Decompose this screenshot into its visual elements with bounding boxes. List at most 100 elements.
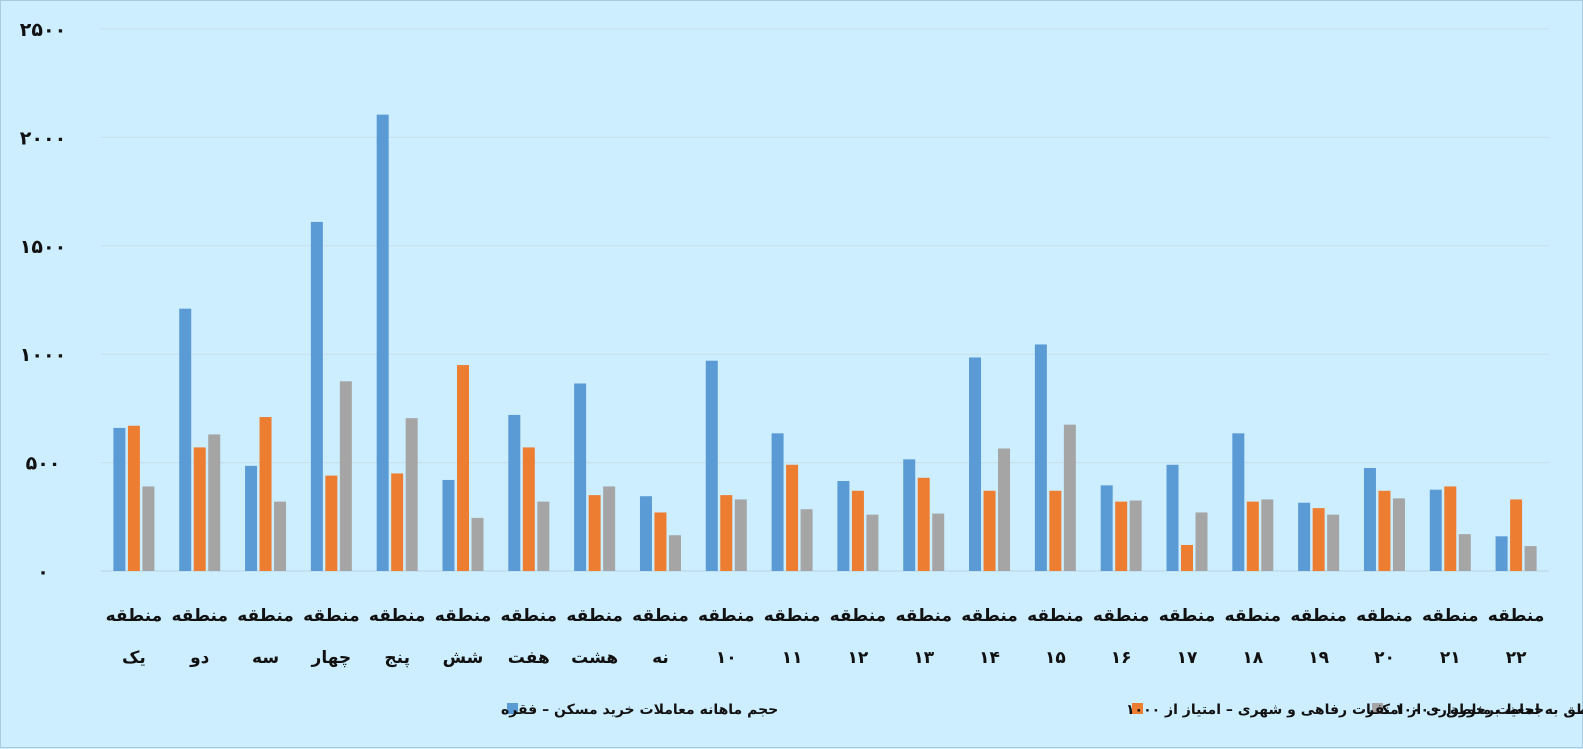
bar: [705, 360, 718, 571]
bar: [522, 447, 535, 571]
x-tick-label: منطقه: [501, 606, 558, 626]
bar: [113, 427, 126, 571]
bar: [1063, 424, 1076, 571]
x-tick-label: منطقه: [961, 606, 1018, 626]
y-tick-label: ۰: [37, 561, 49, 583]
x-tick-label: منطقه: [1093, 606, 1150, 626]
bar: [866, 514, 879, 571]
bar: [720, 495, 733, 571]
x-tick-label: هشت: [571, 648, 618, 668]
y-tick-label: ۵۰۰: [26, 453, 61, 475]
legend-swatch: [1132, 703, 1143, 714]
x-tick-label: منطقه: [1225, 606, 1282, 626]
bar: [405, 418, 418, 571]
x-tick-label: شش: [443, 648, 484, 668]
x-tick-label: منطقه: [830, 606, 887, 626]
bar: [771, 433, 784, 571]
x-tick-label: منطقه: [1159, 606, 1216, 626]
bar: [1298, 502, 1311, 571]
x-tick-label: منطقه: [1422, 606, 1479, 626]
bar: [193, 447, 206, 571]
x-tick-label: منطقه: [303, 606, 360, 626]
bar: [1363, 468, 1376, 571]
legend-swatch: [507, 703, 518, 714]
x-tick-label: ۱۶: [1111, 648, 1132, 668]
bar: [1181, 544, 1193, 571]
bar: [1115, 501, 1128, 571]
bar: [274, 501, 287, 571]
bar: [1378, 490, 1391, 571]
x-tick-label: منطقه: [698, 606, 755, 626]
x-tick-label: منطقه: [106, 606, 163, 626]
bar: [639, 496, 652, 571]
x-tick-label: ۱۷: [1177, 648, 1198, 668]
bar: [1444, 486, 1457, 571]
x-tick-label: ۱۵: [1045, 648, 1066, 668]
bar: [1232, 433, 1245, 571]
bar: [1510, 499, 1523, 571]
bar: [1261, 499, 1274, 571]
x-tick-label: منطقه: [171, 606, 228, 626]
y-tick-label: ۲۵۰۰: [20, 19, 66, 41]
bar: [1312, 508, 1325, 571]
x-tick-label: هفت: [508, 648, 550, 668]
bar: [310, 221, 323, 571]
bar: [574, 383, 587, 571]
bar: [1034, 344, 1047, 571]
bar: [603, 486, 616, 571]
bar: [837, 481, 850, 571]
legend-label: حجم ماهانه معاملات خرید مسکن – فقره: [501, 702, 778, 718]
bar: [179, 308, 192, 571]
bar: [1392, 498, 1405, 571]
x-tick-label: یک: [122, 648, 146, 668]
x-tick-label: منطقه: [1488, 606, 1545, 626]
bar: [1327, 514, 1340, 571]
bar: [142, 486, 155, 571]
x-tick-label: منطقه: [632, 606, 689, 626]
bar: [127, 425, 140, 571]
bar: [932, 513, 945, 571]
bar: [1495, 536, 1508, 571]
bar: [983, 490, 996, 571]
x-tick-label: ۲۰: [1374, 648, 1395, 668]
bar: [1458, 534, 1471, 571]
y-tick-label: ۱۵۰۰: [20, 236, 66, 258]
bar: [1524, 546, 1537, 571]
x-tick-label: ۲۱: [1440, 648, 1461, 668]
bar: [917, 477, 930, 571]
bar: [442, 479, 455, 571]
x-tick-label: منطقه: [1356, 606, 1413, 626]
bar: [259, 417, 272, 571]
legend-label: امتیاز مناطق به لحاظ برخورداری از امکانا…: [1126, 702, 1583, 718]
x-tick-label: منطقه: [1027, 606, 1084, 626]
bar: [734, 499, 747, 571]
y-tick-label: ۲۰۰۰: [20, 127, 66, 149]
x-tick-label: منطقه: [435, 606, 492, 626]
bar: [245, 465, 258, 571]
bar: [1129, 500, 1142, 571]
bar: [1100, 485, 1113, 571]
x-tick-label: منطقه: [566, 606, 623, 626]
bar: [508, 414, 521, 571]
x-tick-label: سه: [252, 648, 279, 668]
x-tick-label: منطقه: [1290, 606, 1347, 626]
x-tick-label: ۱۴: [979, 648, 1000, 668]
bar: [325, 475, 338, 571]
bar: [1195, 512, 1208, 571]
legend-swatch: [1372, 703, 1383, 714]
x-tick-label: منطقه: [764, 606, 821, 626]
bar: [1166, 464, 1179, 571]
bar: [1429, 489, 1442, 571]
bar: [998, 448, 1011, 571]
x-tick-label: پنج: [384, 648, 410, 668]
x-tick-label: منطقه: [369, 606, 426, 626]
bar: [457, 365, 469, 571]
bar: [654, 512, 667, 571]
bar: [786, 464, 799, 571]
bar: [376, 114, 389, 572]
bar: [588, 495, 601, 571]
x-tick-label: ۱۹: [1308, 648, 1329, 668]
bar: [851, 490, 864, 571]
